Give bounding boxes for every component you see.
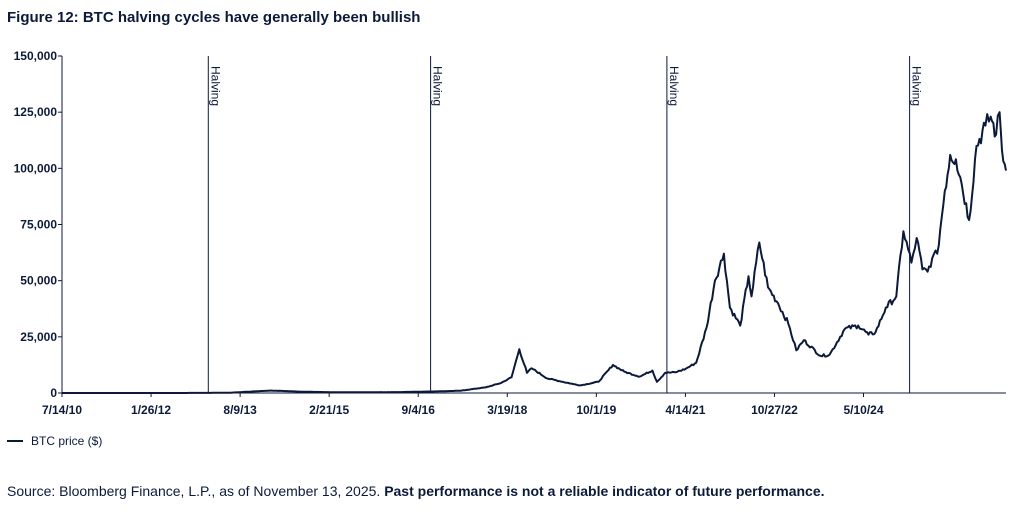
y-tick-label: 100,000 — [14, 161, 58, 175]
x-tick-label: 5/10/24 — [843, 403, 883, 417]
btc-price-chart: Halving Halving Halving Halving 0 25,000 50,0… — [14, 49, 1007, 417]
x-tick-label: 3/19/18 — [487, 403, 527, 417]
source-text: Source: Bloomberg Finance, L.P., as of N… — [7, 483, 381, 499]
x-tick-label: 8/9/13 — [223, 403, 257, 417]
y-tick-label: 0 — [50, 386, 57, 400]
legend-label: BTC price ($) — [31, 434, 103, 448]
x-tick-label: 7/14/10 — [42, 403, 82, 417]
source-note: Source: Bloomberg Finance, L.P., as of N… — [7, 483, 825, 499]
y-tick-label: 125,000 — [14, 105, 58, 119]
y-tick-label: 25,000 — [20, 330, 57, 344]
y-tick-label: 150,000 — [14, 49, 58, 63]
halving-label: Halving — [431, 66, 445, 106]
legend: BTC price ($) — [7, 434, 102, 448]
x-tick-label: 4/14/21 — [665, 403, 705, 417]
legend-swatch — [7, 440, 23, 442]
halving-label: Halving — [910, 66, 924, 106]
x-tick-label: 2/21/15 — [309, 403, 349, 417]
x-tick-label: 1/26/12 — [131, 403, 171, 417]
x-tick-label: 9/4/16 — [402, 403, 436, 417]
halving-label: Halving — [667, 66, 681, 106]
x-tick-label: 10/27/22 — [751, 403, 798, 417]
x-tick-label: 10/1/19 — [576, 403, 616, 417]
halving-label: Halving — [208, 66, 222, 106]
btc-price-line — [62, 111, 1007, 394]
disclaimer-text: Past performance is not a reliable indic… — [384, 483, 825, 499]
y-tick-label: 75,000 — [20, 218, 57, 232]
chart-title: Figure 12: BTC halving cycles have gener… — [7, 9, 421, 26]
y-tick-label: 50,000 — [20, 274, 57, 288]
